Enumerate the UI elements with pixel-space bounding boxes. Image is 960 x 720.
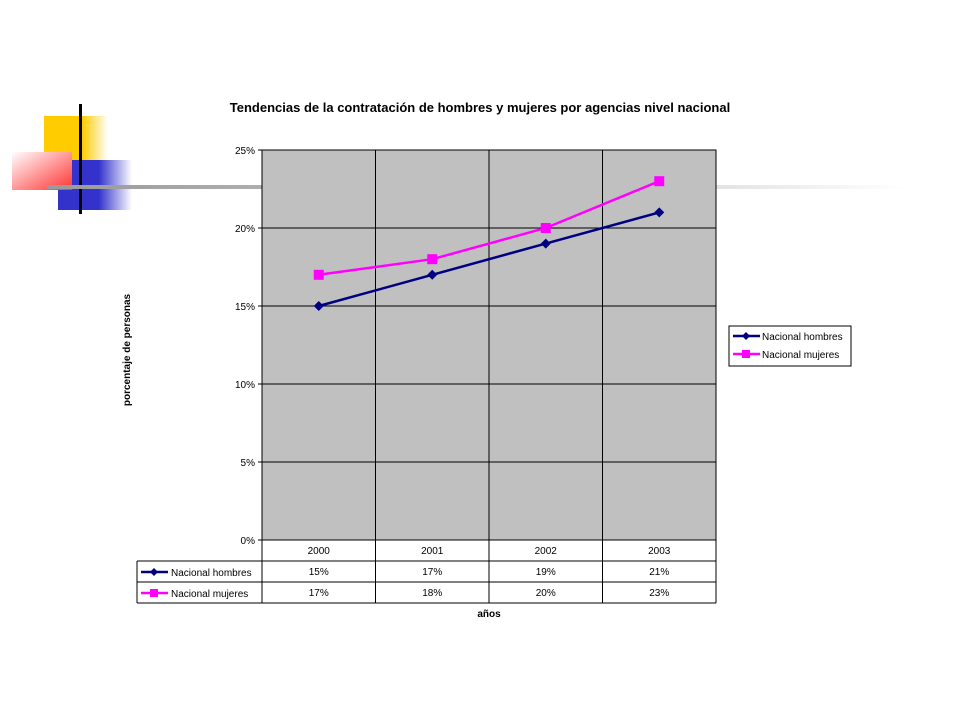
x-tick-label: 2001 [421, 546, 444, 557]
chart-title: Tendencias de la contratación de hombres… [230, 100, 730, 115]
series-line-mujeres [318, 180, 660, 277]
data-point-mujeres [313, 269, 324, 280]
deco-vertical-line [79, 104, 82, 214]
x-axis-label: años [477, 609, 501, 620]
legend-entry-label: Nacional hombres [762, 332, 843, 343]
table-series-name: Nacional hombres [171, 568, 252, 579]
x-tick-label: 2003 [648, 546, 671, 557]
legend-box [728, 325, 852, 367]
table-cell-value: 17% [309, 588, 329, 599]
table-legend-key-marker [150, 589, 158, 597]
data-point-hombres [427, 269, 438, 280]
table-cell-value: 21% [649, 567, 669, 578]
data-point-hombres [540, 238, 551, 249]
data-point-mujeres [427, 254, 438, 265]
data-point-hombres [313, 301, 324, 311]
legend-key-marker [742, 350, 750, 358]
legend-entry-label: Nacional mujeres [762, 350, 839, 361]
data-point-hombres [654, 207, 665, 218]
data-point-mujeres [654, 176, 665, 187]
y-tick-label: 25% [235, 146, 255, 157]
table-cell-value: 18% [422, 588, 442, 599]
legend-key-marker [742, 332, 750, 340]
x-tick-label: 2000 [308, 546, 331, 557]
x-tick-label: 2002 [535, 546, 558, 557]
y-tick-label: 20% [235, 224, 255, 235]
y-tick-label: 15% [235, 302, 255, 313]
table-legend-key-marker [150, 568, 158, 576]
data-point-mujeres [540, 223, 551, 233]
table-cell-value: 20% [536, 588, 556, 599]
table-cell-value: 23% [649, 588, 669, 599]
y-tick-label: 5% [241, 458, 256, 469]
table-cell-value: 17% [422, 567, 442, 578]
y-tick-label: 0% [241, 536, 256, 547]
deco-red-square [12, 152, 72, 190]
series-line-hombres [318, 211, 660, 308]
table-cell-value: 19% [536, 567, 556, 578]
y-axis-label: porcentaje de personas [122, 293, 133, 406]
y-tick-label: 10% [235, 380, 255, 391]
table-cell-value: 15% [309, 567, 329, 578]
table-series-name: Nacional mujeres [171, 589, 248, 600]
